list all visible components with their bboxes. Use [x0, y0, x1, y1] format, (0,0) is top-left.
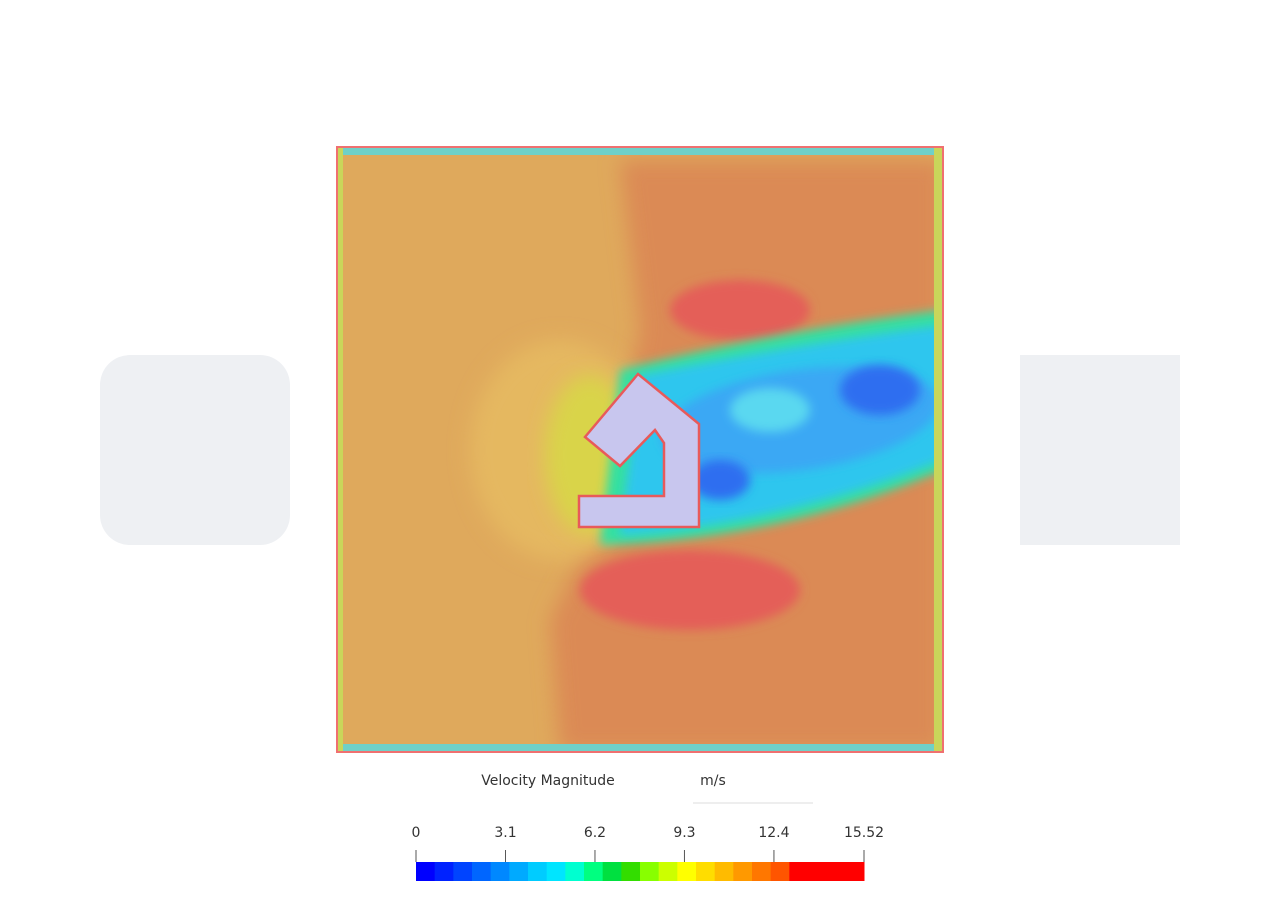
domain-border: [336, 146, 944, 753]
legend-title: Velocity Magnitude: [481, 773, 615, 789]
velocity-field: [337, 147, 943, 752]
color-band: [453, 862, 473, 881]
color-band: [826, 862, 846, 881]
color-band: [845, 862, 865, 881]
color-band: [733, 862, 753, 881]
tick-label: 0: [412, 825, 421, 841]
color-band: [584, 862, 604, 881]
color-band: [808, 862, 828, 881]
building: [577, 372, 701, 529]
tick-label: 15.52: [844, 825, 884, 841]
color-band: [434, 862, 454, 881]
color-band: [770, 862, 790, 881]
color-band: [565, 862, 585, 881]
color-band: [696, 862, 716, 881]
color-band: [621, 862, 641, 881]
color-band: [658, 862, 678, 881]
tick-label: 9.3: [673, 825, 695, 841]
color-band: [472, 862, 492, 881]
color-band: [528, 862, 548, 881]
color-band: [789, 862, 809, 881]
tick-label: 6.2: [584, 825, 606, 841]
watermark: [100, 355, 1180, 545]
color-band: [416, 862, 436, 881]
color-band: [677, 862, 697, 881]
color-band: [546, 862, 566, 881]
legend-unit: m/s: [700, 773, 726, 789]
tick-label: 12.4: [758, 825, 789, 841]
tick-label: 3.1: [494, 825, 516, 841]
color-band: [509, 862, 529, 881]
color-band: [752, 862, 772, 881]
color-band: [714, 862, 734, 881]
color-band: [602, 862, 622, 881]
color-band: [490, 862, 510, 881]
color-band: [640, 862, 660, 881]
